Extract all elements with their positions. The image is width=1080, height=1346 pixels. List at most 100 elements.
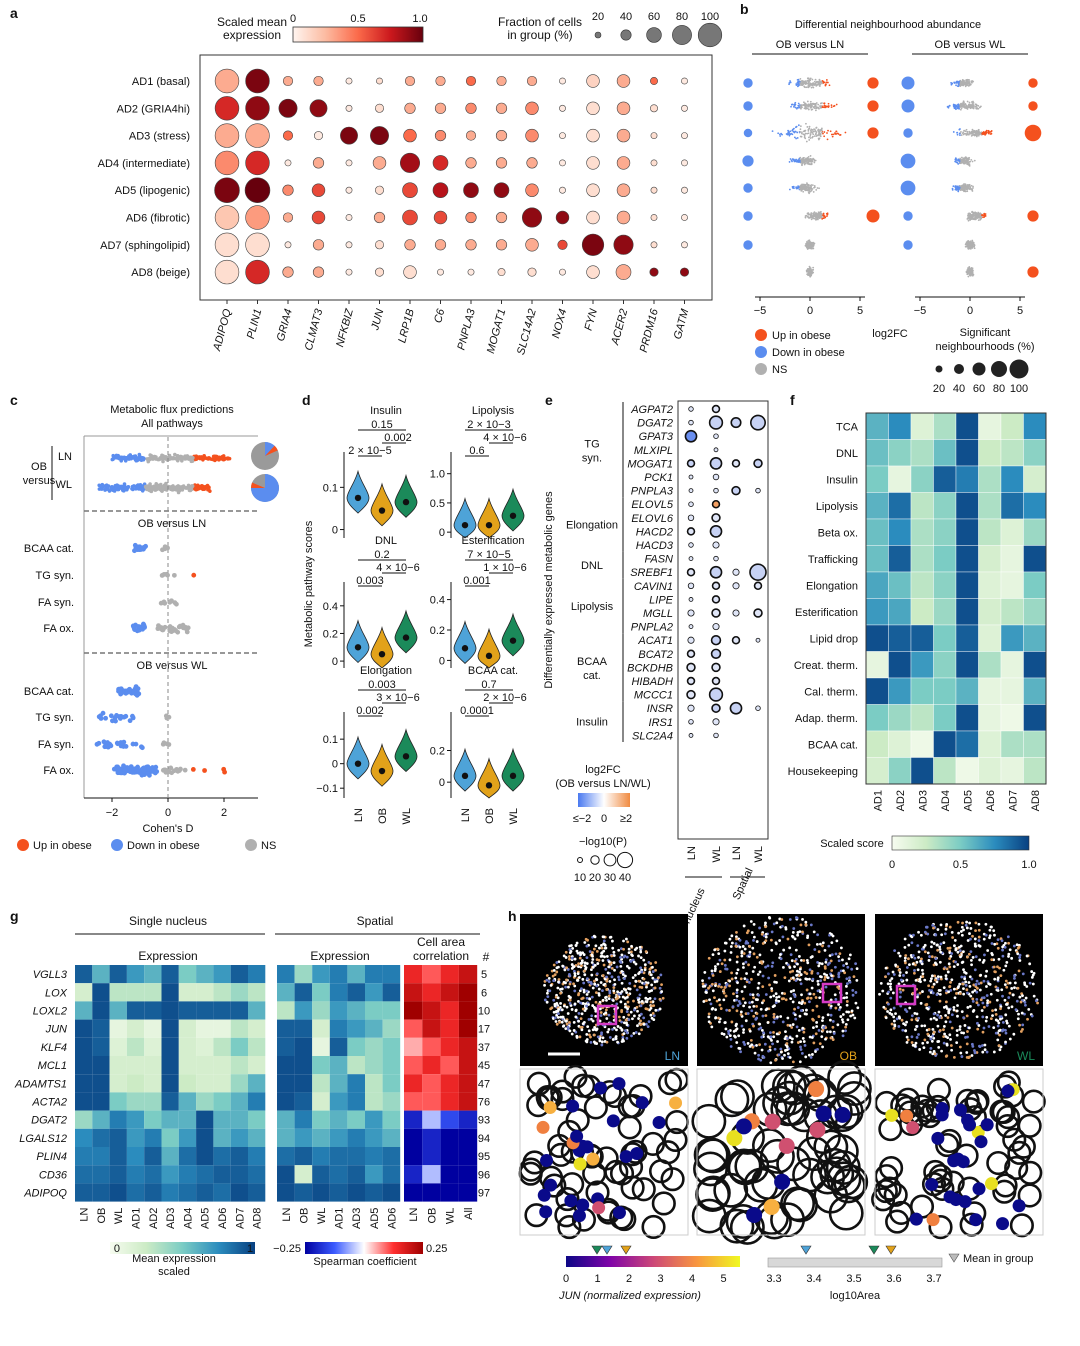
tissue-cell (605, 980, 608, 983)
p-value: 0.001 (463, 575, 491, 587)
neighbourhood-point (823, 131, 825, 133)
heat-cell (196, 1147, 213, 1165)
tissue-cell (759, 954, 762, 957)
tissue-cell (550, 984, 553, 987)
flux-point (103, 716, 108, 721)
tissue-cell (618, 993, 621, 996)
flux-point (200, 484, 204, 488)
sig-down-dot (902, 77, 915, 90)
tissue-cell (654, 1009, 657, 1012)
row-label: Lipolysis (816, 501, 859, 513)
neighbourhood-point (956, 186, 958, 188)
tissue-cell (592, 987, 595, 990)
heat-cell (213, 1056, 230, 1074)
violin (395, 730, 417, 772)
heat-cell (75, 1165, 92, 1183)
violin (371, 628, 393, 668)
heat-cell (231, 983, 248, 1001)
flux-point (196, 487, 200, 491)
tissue-cell (600, 981, 603, 984)
tissue-cell (593, 1034, 596, 1037)
tissue-cell (643, 1023, 646, 1026)
heat-cell (383, 1001, 401, 1019)
tick-label: 5 (1017, 305, 1023, 317)
neighbourhood-point (830, 130, 832, 132)
heat-cell (92, 1129, 109, 1147)
flux-point (135, 693, 140, 698)
heat-cell (213, 1111, 230, 1129)
tissue-cell (626, 940, 629, 943)
neighbourhood-point (980, 218, 982, 220)
neighbourhood-point (970, 268, 972, 270)
neighbourhood-point (972, 81, 974, 83)
tissue-cell (568, 1021, 571, 1024)
tissue-cell (639, 946, 642, 949)
flux-point (136, 768, 141, 773)
heat-cell (866, 546, 889, 573)
heat-cell (144, 965, 161, 983)
neighbourhood-point (804, 81, 806, 83)
tissue-cell (585, 1033, 588, 1036)
flux-point (191, 573, 196, 578)
neighbourhood-point (815, 160, 817, 162)
tissue-cell (750, 1039, 753, 1042)
heat-cell (365, 965, 383, 983)
heat-cell (248, 1038, 265, 1056)
tissue-cell (573, 965, 576, 968)
heat-cell (127, 1165, 144, 1183)
dot (246, 69, 270, 93)
gene-label: MOGAT1 (485, 308, 508, 355)
heat-cell (179, 1129, 196, 1147)
tissue-cell (575, 944, 578, 947)
heat-cell (248, 1020, 265, 1038)
heat-cell (383, 1183, 401, 1201)
neighbourhood-point (981, 214, 983, 216)
dot (435, 103, 446, 114)
neighbourhood-point (811, 246, 813, 248)
heat-cell (277, 1111, 295, 1129)
heat-cell (92, 983, 109, 1001)
tissue-cell (606, 1041, 609, 1044)
heat-cell (934, 652, 957, 679)
heat-cell (295, 1092, 313, 1110)
tissue-cell (768, 983, 771, 986)
tissue-cell (838, 952, 841, 955)
neighbourhood-point (957, 191, 959, 193)
dot (526, 102, 539, 115)
tissue-cell (730, 951, 733, 954)
tissue-cell (725, 1028, 728, 1031)
dot (681, 187, 687, 193)
neighbourhood-point (809, 159, 811, 161)
p-value: 0.15 (371, 419, 392, 431)
neighbourhood-point (965, 104, 967, 106)
dot (614, 235, 633, 254)
dot (403, 210, 418, 225)
col-label: AD5 (369, 1208, 381, 1229)
row-label: AD2 (GRIA4hi) (117, 103, 190, 115)
neighbourhood-point (805, 215, 807, 217)
neighbourhood-point (835, 131, 837, 133)
tissue-cell (568, 958, 571, 961)
gene-dot (688, 637, 694, 643)
heat-cell (911, 599, 934, 626)
tissue-cell (591, 951, 594, 954)
neighbourhood-point (804, 135, 806, 137)
heat-cell (383, 1092, 401, 1110)
neighbourhood-point (968, 271, 970, 273)
tissue-cell (647, 1025, 650, 1028)
gene-dot (712, 636, 721, 645)
flux-point (140, 773, 145, 778)
neighbourhood-point (957, 104, 959, 106)
tick-label: 0 (439, 777, 445, 789)
tissue-cell (639, 1019, 642, 1022)
tissue-cell (576, 1036, 579, 1039)
median-dot (486, 782, 492, 788)
heat-cell (196, 1092, 213, 1110)
flux-point (120, 485, 124, 489)
tissue-cell (662, 997, 665, 1000)
heat-cell (295, 983, 313, 1001)
neighbourhood-point (966, 188, 968, 190)
tissue-cell (830, 1014, 833, 1017)
